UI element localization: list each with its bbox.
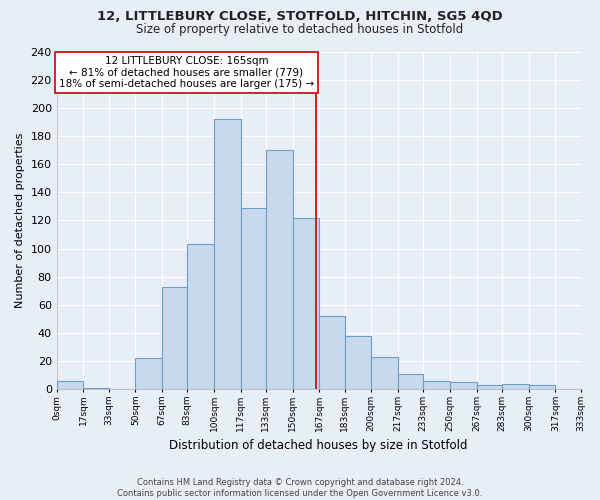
Bar — [476, 385, 502, 389]
Bar — [529, 385, 556, 389]
Bar — [56, 381, 83, 389]
Bar — [371, 357, 398, 389]
Bar — [319, 316, 344, 389]
Bar — [423, 381, 450, 389]
Bar — [293, 218, 319, 389]
Bar — [266, 150, 293, 389]
Bar — [398, 374, 423, 389]
Bar — [187, 244, 214, 389]
Bar — [344, 336, 371, 389]
Bar — [214, 119, 241, 389]
Bar — [162, 286, 187, 389]
Bar — [136, 358, 162, 389]
Bar — [241, 208, 266, 389]
Bar — [450, 382, 476, 389]
Y-axis label: Number of detached properties: Number of detached properties — [15, 132, 25, 308]
Bar — [502, 384, 529, 389]
Bar — [83, 388, 109, 389]
Text: 12 LITTLEBURY CLOSE: 165sqm
← 81% of detached houses are smaller (779)
18% of se: 12 LITTLEBURY CLOSE: 165sqm ← 81% of det… — [59, 56, 314, 89]
Text: 12, LITTLEBURY CLOSE, STOTFOLD, HITCHIN, SG5 4QD: 12, LITTLEBURY CLOSE, STOTFOLD, HITCHIN,… — [97, 10, 503, 23]
Text: Size of property relative to detached houses in Stotfold: Size of property relative to detached ho… — [136, 22, 464, 36]
Text: Contains HM Land Registry data © Crown copyright and database right 2024.
Contai: Contains HM Land Registry data © Crown c… — [118, 478, 482, 498]
X-axis label: Distribution of detached houses by size in Stotfold: Distribution of detached houses by size … — [169, 440, 468, 452]
